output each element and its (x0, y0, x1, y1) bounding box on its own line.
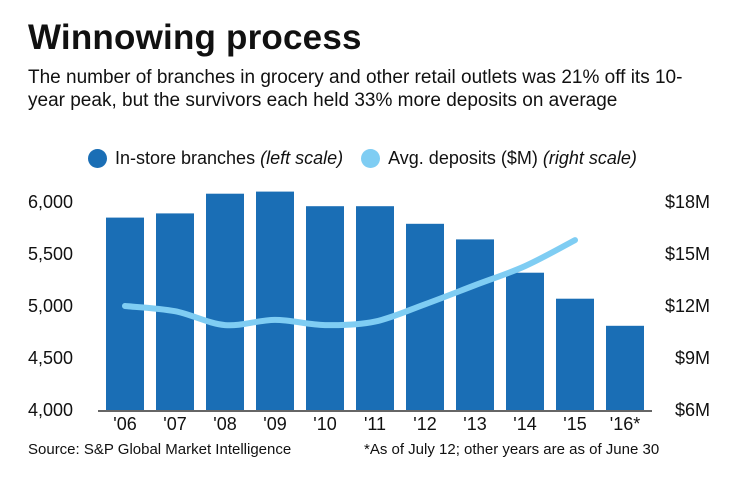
x-tick-label-3: '09 (263, 414, 286, 434)
legend-label-deposits: Avg. deposits ($M) (388, 148, 538, 168)
right-tick-label-3: $15M (665, 244, 710, 264)
deposits-line (122, 237, 578, 329)
legend-swatch-branches (88, 149, 107, 168)
bar-3 (256, 191, 294, 410)
bar-5 (356, 206, 394, 410)
right-tick-label-2: $12M (665, 296, 710, 316)
right-tick-label-1: $9M (675, 348, 710, 368)
left-tick-label-2: 5,000 (28, 296, 73, 316)
x-tick-label-1: '07 (163, 414, 186, 434)
right-tick-label-4: $18M (665, 192, 710, 212)
bar-4 (306, 206, 344, 410)
x-tick-label-10: '16* (610, 414, 640, 434)
left-tick-label-4: 6,000 (28, 192, 73, 212)
x-tick-label-2: '08 (213, 414, 236, 434)
bar-2 (206, 193, 244, 410)
x-tick-label-6: '12 (413, 414, 436, 434)
x-tick-label-9: '15 (563, 414, 586, 434)
legend-item-deposits: Avg. deposits ($M) (right scale) (361, 148, 637, 169)
x-tick-label-0: '06 (113, 414, 136, 434)
bar-6 (406, 223, 444, 410)
x-tick-label-5: '11 (364, 414, 386, 434)
bar-9 (556, 298, 594, 410)
legend-scale-deposits: (right scale) (542, 148, 637, 168)
bar-8 (506, 272, 544, 410)
chart-subtitle: The number of branches in grocery and ot… (28, 67, 683, 111)
legend: In-store branches (left scale) Avg. depo… (88, 148, 655, 169)
left-tick-label-1: 4,500 (28, 348, 73, 368)
left-tick-label-0: 4,000 (28, 400, 73, 420)
chart-title: Winnowing process (28, 18, 362, 57)
legend-swatch-deposits (361, 149, 381, 168)
x-tick-label-4: '10 (313, 414, 336, 434)
bar-0 (106, 217, 144, 410)
legend-scale-branches: (left scale) (260, 148, 344, 168)
left-tick-label-3: 5,500 (28, 244, 73, 264)
right-tick-label-0: $6M (675, 400, 710, 420)
legend-label-branches: In-store branches (115, 148, 256, 168)
footnote: *As of July 12; other years are as of Ju… (364, 441, 660, 458)
bar-7 (456, 239, 494, 410)
x-tick-label-7: '13 (463, 414, 486, 434)
source-note: Source: S&P Global Market Intelligence (28, 441, 292, 458)
legend-item-branches: In-store branches (left scale) (88, 148, 343, 169)
bar-10 (606, 325, 644, 410)
x-tick-label-8: '14 (513, 414, 536, 434)
